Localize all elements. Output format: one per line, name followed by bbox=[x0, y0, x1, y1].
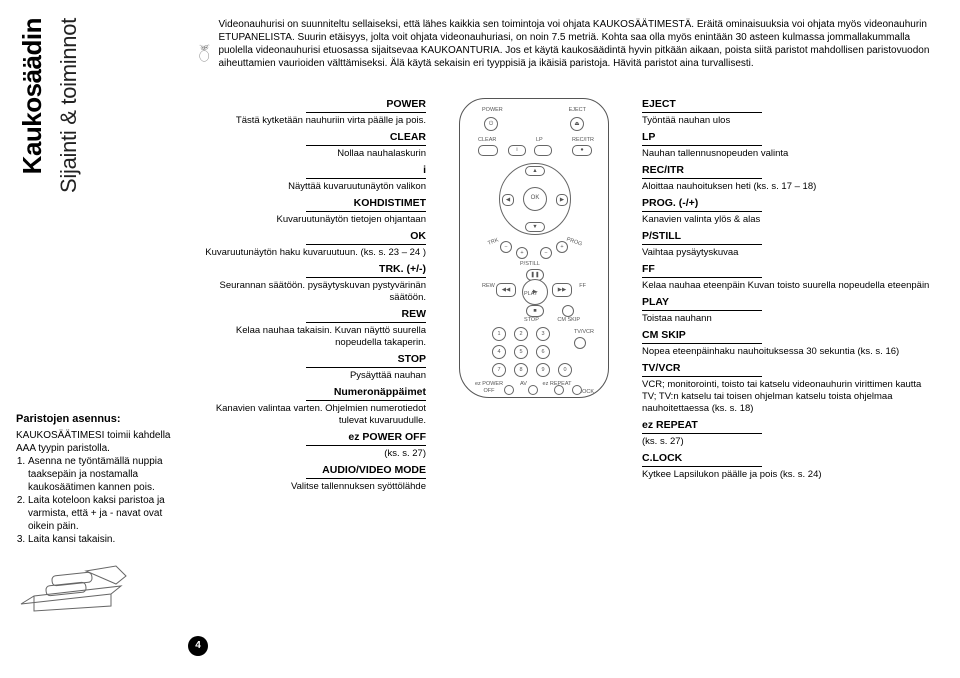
lbl-ff: FF bbox=[579, 283, 586, 290]
btn-stop[interactable]: ■ bbox=[526, 305, 544, 317]
entry-avmode: AUDIO/VIDEO MODEValitse tallennuksen syö… bbox=[198, 464, 426, 493]
btn-clear[interactable] bbox=[478, 145, 498, 156]
lbl-trk: TRK bbox=[487, 237, 500, 247]
btn-tvvcr[interactable] bbox=[574, 337, 586, 349]
lbl-clear: CLEAR bbox=[478, 137, 496, 144]
battery-illustration bbox=[16, 556, 136, 616]
lbl-play: PLAY bbox=[524, 291, 538, 298]
btn-ff[interactable]: ▶▶ bbox=[552, 283, 572, 297]
btn-9[interactable]: 9 bbox=[536, 363, 550, 377]
entry-ff: FFKelaa nauhaa eteenpäin Kuvan toisto su… bbox=[642, 263, 936, 292]
entry-lp: LPNauhan tallennusnopeuden valinta bbox=[642, 131, 936, 160]
lbl-lp: LP bbox=[536, 137, 543, 144]
btn-2[interactable]: 2 bbox=[514, 327, 528, 341]
install-heading: Paristojen asennus: bbox=[16, 413, 186, 427]
left-column: Kaukosäädin Sijainti & toiminnot Paristo… bbox=[16, 18, 186, 660]
btn-ok[interactable]: OK bbox=[523, 187, 547, 211]
lbl-recitr: REC/ITR bbox=[572, 137, 594, 144]
install-instructions: Paristojen asennus: KAUKOSÄÄTIMESI toimi… bbox=[16, 413, 186, 620]
entry-ezpower: ez POWER OFF(ks. s. 27) bbox=[198, 431, 426, 460]
btn-7[interactable]: 7 bbox=[492, 363, 506, 377]
btn-eject[interactable]: ⏏ bbox=[570, 117, 584, 131]
page-subtitle: Sijainti & toiminnot bbox=[55, 18, 83, 193]
intro-block: Videonauhurisi on suunniteltu sellaiseks… bbox=[198, 18, 936, 88]
entry-pstill: P/STILLVaihtaa pysäytyskuvaa bbox=[642, 230, 936, 259]
entry-clear: CLEARNollaa nauhalaskurin bbox=[198, 131, 426, 160]
btn-prog-minus[interactable]: − bbox=[540, 247, 552, 259]
lbl-stop: STOP bbox=[524, 317, 539, 324]
lbl-av: AV bbox=[520, 381, 527, 388]
entry-rew: REWKelaa nauhaa takaisin. Kuvan näyttö s… bbox=[198, 308, 426, 349]
btn-cmskip[interactable] bbox=[562, 305, 574, 317]
page-number: 4 bbox=[188, 636, 208, 656]
btn-av[interactable] bbox=[528, 385, 538, 395]
entry-cmskip: CM SKIPNopea eteenpäinhaku nauhoituksess… bbox=[642, 329, 936, 358]
btn-prog-plus[interactable]: + bbox=[556, 241, 568, 253]
install-step-2: Laita koteloon kaksi paristoa ja varmist… bbox=[28, 494, 186, 533]
right-column: Videonauhurisi on suunniteltu sellaiseks… bbox=[186, 18, 936, 660]
btn-i[interactable]: i bbox=[508, 145, 526, 156]
btn-right[interactable]: ▶ bbox=[556, 194, 568, 206]
labels-left-col: POWERTästä kytketään nauhuriin virta pää… bbox=[198, 98, 426, 660]
btn-0[interactable]: 0 bbox=[558, 363, 572, 377]
btn-left[interactable]: ◀ bbox=[502, 194, 514, 206]
lbl-power: POWER bbox=[482, 107, 503, 114]
entry-play: PLAYToistaa nauhann bbox=[642, 296, 936, 325]
entry-prog: PROG. (-/+)Kanavien valinta ylös & alas bbox=[642, 197, 936, 226]
entry-tvvcr: TV/VCRVCR; monitorointi, toisto tai kats… bbox=[642, 362, 936, 415]
btn-trk-minus[interactable]: − bbox=[500, 241, 512, 253]
btn-4[interactable]: 4 bbox=[492, 345, 506, 359]
intro-text: Videonauhurisi on suunniteltu sellaiseks… bbox=[218, 18, 936, 88]
feature-columns: POWERTästä kytketään nauhuriin virta pää… bbox=[198, 98, 936, 660]
remote-illustration: POWER ⏻ EJECT ⏏ CLEAR i LP REC/ITR ● OK … bbox=[459, 98, 609, 398]
install-step-3: Laita kansi takaisin. bbox=[28, 533, 186, 546]
btn-rew[interactable]: ◀◀ bbox=[496, 283, 516, 297]
btn-down[interactable]: ▼ bbox=[525, 222, 545, 232]
btn-up[interactable]: ▲ bbox=[525, 166, 545, 176]
btn-6[interactable]: 6 bbox=[536, 345, 550, 359]
title-block: Kaukosäädin Sijainti & toiminnot bbox=[16, 18, 186, 193]
entry-trk: TRK. (+/-)Seurannan säätöön. pysäytyskuv… bbox=[198, 263, 426, 304]
install-step-1: Asenna ne työntämällä nuppia taaksepäin … bbox=[28, 455, 186, 494]
entry-clock: C.LOCKKytkee Lapsilukon päälle ja pois (… bbox=[642, 452, 936, 481]
btn-power[interactable]: ⏻ bbox=[484, 117, 498, 131]
entry-power: POWERTästä kytketään nauhuriin virta pää… bbox=[198, 98, 426, 127]
btn-1[interactable]: 1 bbox=[492, 327, 506, 341]
page-title: Kaukosäädin bbox=[16, 18, 49, 174]
lbl-rew: REW bbox=[482, 283, 495, 290]
btn-ezrepeat[interactable] bbox=[554, 385, 564, 395]
lbl-ezpower: ez POWER OFF bbox=[472, 381, 506, 395]
btn-recitr[interactable]: ● bbox=[572, 145, 592, 156]
lbl-pstill: P/STILL bbox=[520, 261, 540, 268]
entry-numbers: NumeronäppäimetKanavien valintaa varten.… bbox=[198, 386, 426, 427]
btn-ezpower[interactable] bbox=[504, 385, 514, 395]
labels-right-col: EJECTTyöntää nauhan ulos LPNauhan tallen… bbox=[642, 98, 936, 660]
page: Kaukosäädin Sijainti & toiminnot Paristo… bbox=[0, 0, 960, 678]
lbl-cmskip: CM SKIP bbox=[557, 317, 580, 324]
install-steps: Asenna ne työntämällä nuppia taaksepäin … bbox=[28, 455, 186, 546]
entry-stop: STOPPysäyttää nauhan bbox=[198, 353, 426, 382]
btn-8[interactable]: 8 bbox=[514, 363, 528, 377]
entry-recitr: REC/ITRAloittaa nauhoituksen heti (ks. s… bbox=[642, 164, 936, 193]
btn-3[interactable]: 3 bbox=[536, 327, 550, 341]
entry-i: iNäyttää kuvaruutunäytön valikon bbox=[198, 164, 426, 193]
btn-clock[interactable] bbox=[572, 385, 582, 395]
lbl-tvvcr: TV/VCR bbox=[574, 329, 594, 336]
btn-trk-plus[interactable]: + bbox=[516, 247, 528, 259]
remote-col: POWER ⏻ EJECT ⏏ CLEAR i LP REC/ITR ● OK … bbox=[434, 98, 634, 660]
entry-cursors: KOHDISTIMETKuvaruutunäytön tietojen ohja… bbox=[198, 197, 426, 226]
entry-eject: EJECTTyöntää nauhan ulos bbox=[642, 98, 936, 127]
mascot-icon bbox=[198, 18, 210, 88]
entry-ezrepeat: ez REPEAT(ks. s. 27) bbox=[642, 419, 936, 448]
install-body: KAUKOSÄÄTIMESI toimii kahdella AAA tyypi… bbox=[16, 429, 186, 455]
btn-5[interactable]: 5 bbox=[514, 345, 528, 359]
lbl-eject: EJECT bbox=[569, 107, 586, 114]
btn-lp[interactable] bbox=[534, 145, 552, 156]
entry-ok: OKKuvaruutunäytön haku kuvaruutuun. (ks.… bbox=[198, 230, 426, 259]
